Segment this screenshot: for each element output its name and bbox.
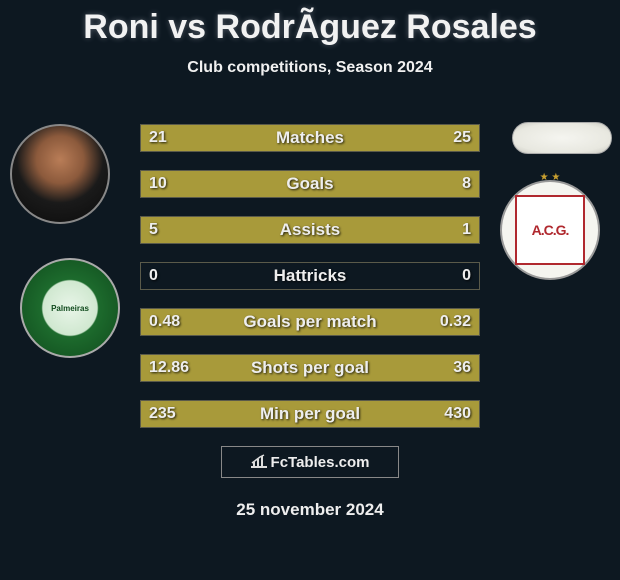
stat-label: Goals <box>141 171 479 197</box>
stat-label: Min per goal <box>141 401 479 427</box>
stat-label: Goals per match <box>141 309 479 335</box>
stat-row: 108Goals <box>140 170 480 198</box>
stat-row: 235430Min per goal <box>140 400 480 428</box>
footer-date: 25 november 2024 <box>0 500 620 520</box>
stat-row: 51Assists <box>140 216 480 244</box>
stat-row: 0.480.32Goals per match <box>140 308 480 336</box>
stat-row: 12.8636Shots per goal <box>140 354 480 382</box>
star-icon: ★ ★ <box>540 172 561 183</box>
stat-row: 00Hattricks <box>140 262 480 290</box>
club-left-label: Palmeiras <box>51 304 89 313</box>
comparison-bars: 2125Matches 108Goals 51Assists 00Hattricks 0… <box>140 124 480 446</box>
player-left-club-badge: Palmeiras <box>20 258 120 358</box>
player-right-avatar <box>512 122 612 154</box>
stat-label: Shots per goal <box>141 355 479 381</box>
subtitle: Club competitions, Season 2024 <box>0 59 620 77</box>
chart-icon <box>251 454 267 471</box>
club-right-shield: A.C.G. <box>515 195 585 265</box>
player-right-club-badge: ★ ★ A.C.G. <box>500 180 600 280</box>
stat-label: Hattricks <box>141 263 479 289</box>
footer-brand-text: FcTables.com <box>271 454 370 471</box>
footer-brand[interactable]: FcTables.com <box>221 446 399 478</box>
stat-label: Assists <box>141 217 479 243</box>
page-title: Roni vs RodrÃ­guez Rosales <box>0 0 620 47</box>
club-right-label: A.C.G. <box>532 222 569 238</box>
player-left-avatar <box>10 124 110 224</box>
stat-row: 2125Matches <box>140 124 480 152</box>
stat-label: Matches <box>141 125 479 151</box>
